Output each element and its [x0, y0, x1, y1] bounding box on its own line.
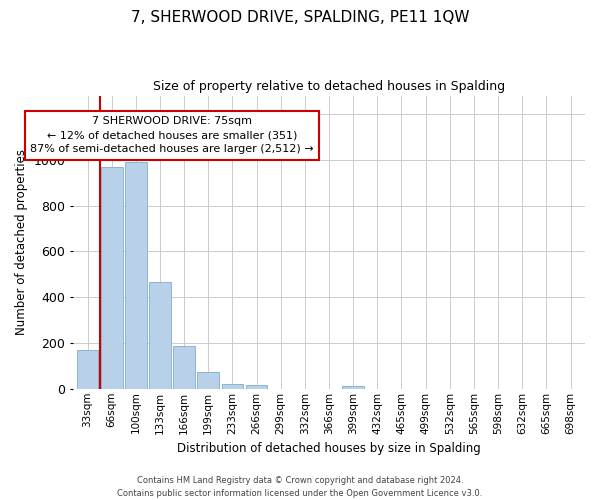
Bar [221, 384, 244, 389]
Text: 7, SHERWOOD DRIVE, SPALDING, PE11 1QW: 7, SHERWOOD DRIVE, SPALDING, PE11 1QW [131, 10, 469, 25]
Bar [343, 386, 364, 389]
Bar [101, 166, 122, 389]
Title: Size of property relative to detached houses in Spalding: Size of property relative to detached ho… [153, 80, 505, 93]
Bar [173, 346, 195, 389]
Y-axis label: Number of detached properties: Number of detached properties [15, 149, 28, 335]
Bar [77, 350, 98, 389]
Bar [125, 162, 147, 389]
Bar [197, 372, 219, 389]
Text: 7 SHERWOOD DRIVE: 75sqm
← 12% of detached houses are smaller (351)
87% of semi-d: 7 SHERWOOD DRIVE: 75sqm ← 12% of detache… [30, 116, 314, 154]
X-axis label: Distribution of detached houses by size in Spalding: Distribution of detached houses by size … [177, 442, 481, 455]
Bar [149, 282, 171, 389]
Text: Contains HM Land Registry data © Crown copyright and database right 2024.
Contai: Contains HM Land Registry data © Crown c… [118, 476, 482, 498]
Bar [246, 386, 268, 389]
